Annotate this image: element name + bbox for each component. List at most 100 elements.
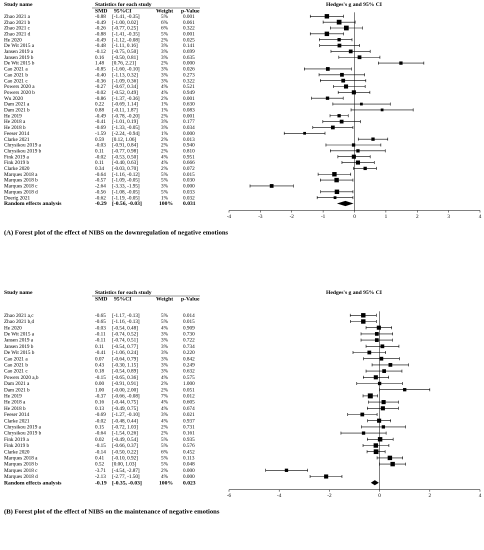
- x-tick-label: -6: [227, 493, 232, 499]
- p-value: 0.014: [183, 313, 195, 319]
- study-name: De Wit 2015 a: [4, 332, 35, 338]
- point-estimate: [269, 184, 274, 188]
- point-estimate: [377, 418, 382, 423]
- weight-value: 1%: [161, 108, 169, 114]
- weight-value: 2%: [161, 431, 169, 437]
- smd-value: -0.85: [95, 67, 106, 73]
- point-estimate: [380, 108, 384, 112]
- weight-value: 3%: [161, 125, 169, 131]
- smd-value: -0.62: [95, 195, 106, 201]
- weight-value: 4%: [161, 154, 169, 160]
- ci-value: [-0.53, 0.50]: [112, 154, 138, 160]
- smd-value: -0.57: [95, 178, 106, 184]
- ci-value: [-1.00, 0.02]: [112, 20, 138, 26]
- p-value: 0.051: [183, 387, 195, 393]
- p-value: 0.810: [183, 148, 195, 154]
- x-tick-label: -4: [277, 493, 282, 499]
- ci-value: [-1.33, -0.05]: [112, 125, 140, 131]
- p-value: 0.674: [183, 406, 195, 412]
- header-axis-title: Hedges's g and 95% CI: [326, 290, 382, 296]
- point-estimate: [403, 388, 407, 392]
- smd-value: -0.86: [95, 96, 106, 102]
- p-value: 0.666: [183, 160, 195, 166]
- header-p-value: p-Value: [181, 297, 200, 303]
- p-value: 0.322: [183, 78, 195, 84]
- point-estimate: [380, 344, 385, 349]
- point-estimate: [371, 137, 375, 141]
- smd-value: 0.00: [95, 381, 104, 387]
- study-name: De Wit 2015 a: [4, 43, 35, 49]
- ci-value: [-1.12, -0.08]: [112, 37, 140, 43]
- header-95ci: 95%CI: [114, 297, 131, 303]
- study-name: De Wit 2015 b: [4, 350, 35, 356]
- weight-value: 5%: [161, 172, 169, 178]
- p-value: 0.015: [183, 319, 195, 325]
- p-value: 0.083: [183, 108, 195, 114]
- smd-value: -3.71: [95, 468, 106, 474]
- summary-smd: -0.19: [95, 480, 107, 486]
- smd-value: -0.37: [95, 394, 106, 400]
- smd-value: -0.49: [95, 37, 106, 43]
- summary-ci: [-0.35, -0.03]: [112, 480, 142, 486]
- study-name: Feeser 2014: [4, 131, 30, 137]
- ci-value: [-0.52, 0.49]: [112, 90, 138, 96]
- p-value: 0.630: [183, 102, 195, 108]
- smd-value: -0.88: [95, 31, 106, 37]
- point-estimate: [367, 350, 372, 355]
- ci-value: [-0.69, 1.14]: [112, 102, 138, 108]
- weight-value: 5%: [161, 462, 169, 468]
- point-estimate: [382, 369, 386, 373]
- weight-value: 2%: [161, 381, 169, 387]
- weight-value: 1%: [161, 195, 169, 201]
- smd-value: -0.64: [95, 431, 106, 437]
- point-estimate: [373, 443, 379, 448]
- p-value: 0.000: [183, 61, 195, 67]
- study-name: He 2019: [4, 113, 22, 119]
- weight-value: 3%: [161, 67, 169, 73]
- p-value: 0.000: [183, 474, 195, 480]
- smd-value: -0.64: [95, 172, 106, 178]
- study-name: Jansen 2019 b: [4, 55, 34, 61]
- smd-value: -0.02: [95, 154, 106, 160]
- ci-value: [0.00, 1.03]: [112, 462, 136, 468]
- point-estimate: [343, 84, 349, 89]
- study-name: He 2018 a: [4, 400, 26, 406]
- study-name: Zhao 2021 c: [4, 26, 31, 32]
- summary-p: 0.031: [183, 201, 196, 207]
- p-value: 0.048: [183, 462, 195, 468]
- p-value: 0.141: [183, 43, 195, 49]
- smd-value: -0.02: [95, 90, 106, 96]
- study-name: He 2018 b: [4, 406, 26, 412]
- weight-value: 3%: [161, 184, 169, 190]
- ci-value: [-3.33, -1.95]: [112, 184, 140, 190]
- study-name: Cao 2021 a: [4, 67, 28, 73]
- ci-value: [-1.16, -0.12]: [112, 172, 140, 178]
- header-axis-title: Hedges's g and 95% CI: [326, 2, 382, 8]
- x-tick-label: -2: [327, 493, 332, 499]
- smd-value: 0.41: [95, 456, 104, 462]
- p-value: 0.220: [183, 350, 195, 356]
- p-value: 0.012: [183, 394, 195, 400]
- p-value: 0.731: [183, 425, 195, 431]
- smd-value: -0.12: [95, 49, 106, 55]
- study-name: Cao 2021 c: [4, 78, 28, 84]
- ci-value: [-1.13, 0.32]: [112, 72, 138, 78]
- summary-p: 0.023: [183, 480, 196, 486]
- ci-value: [-0.54, 0.48]: [112, 325, 138, 331]
- study-name: Clarke 2020: [4, 166, 30, 172]
- weight-value: 2%: [161, 137, 169, 143]
- header-smd: SMD: [95, 297, 107, 303]
- ci-value: [-0.03, 0.70]: [112, 166, 138, 172]
- summary-weight: 100%: [159, 201, 173, 207]
- smd-value: 0.16: [95, 55, 104, 61]
- ci-value: [0.76, 2.21]: [112, 61, 136, 67]
- p-value: 1.000: [183, 381, 195, 387]
- ci-value: [-0.66, 0.37]: [112, 443, 138, 449]
- weight-value: 3%: [161, 369, 169, 375]
- study-name: Zhao 2021 a,c: [4, 313, 34, 319]
- smd-value: 0.18: [95, 369, 104, 375]
- weight-value: 5%: [161, 319, 169, 325]
- point-estimate: [373, 449, 379, 455]
- ci-value: [-1.19, -0.05]: [112, 195, 140, 201]
